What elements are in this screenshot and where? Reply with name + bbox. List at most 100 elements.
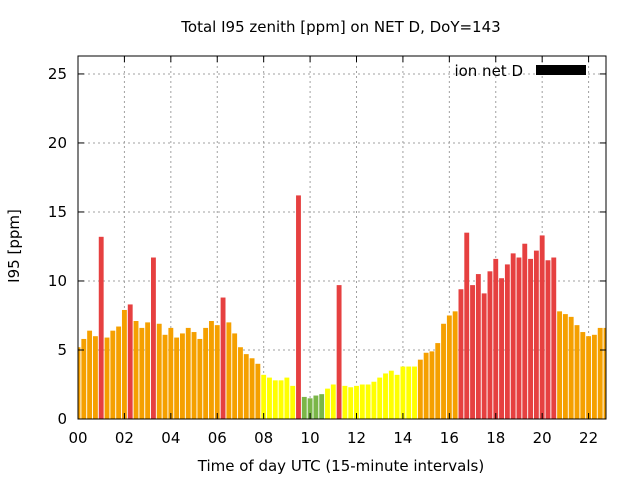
- bar: [539, 235, 545, 419]
- bar: [116, 326, 122, 419]
- bar: [267, 377, 272, 419]
- bar: [162, 334, 168, 419]
- y-tick-label: 20: [48, 134, 67, 152]
- x-tick-label: 22: [579, 429, 598, 447]
- y-axis-label: I95 [ppm]: [5, 209, 23, 283]
- bar: [423, 352, 429, 419]
- bar: [301, 396, 307, 419]
- legend: ion net D: [454, 62, 586, 80]
- bar: [504, 264, 510, 419]
- y-tick-label: 0: [57, 410, 67, 428]
- bar: [342, 385, 348, 419]
- bar: [307, 398, 313, 419]
- bar: [562, 314, 568, 419]
- bar: [330, 384, 336, 419]
- x-tick-label: 14: [393, 429, 412, 447]
- bar: [272, 380, 278, 419]
- bar: [87, 330, 93, 419]
- bar: [406, 366, 412, 419]
- bar: [359, 384, 365, 419]
- bar: [516, 257, 522, 419]
- bar: [336, 285, 342, 419]
- bar: [180, 333, 185, 419]
- chart-title: Total I95 zenith [ppm] on NET D, DoY=143: [180, 18, 500, 36]
- legend-swatch: [536, 65, 586, 75]
- bar: [446, 315, 452, 419]
- bar: [417, 359, 423, 419]
- bar: [551, 257, 557, 419]
- bar: [574, 325, 580, 419]
- bar: [603, 327, 606, 419]
- bar: [499, 278, 504, 419]
- bar: [325, 388, 330, 419]
- bar: [597, 327, 603, 419]
- bar: [481, 293, 487, 419]
- bar: [528, 258, 534, 419]
- x-axis-label: Time of day UTC (15-minute intervals): [197, 457, 484, 475]
- bar: [400, 366, 406, 419]
- bar: [510, 253, 516, 419]
- bar: [278, 380, 284, 419]
- bar: [412, 366, 417, 419]
- bar: [78, 347, 81, 419]
- bar: [243, 354, 249, 419]
- bar: [591, 334, 597, 419]
- y-tick-label: 10: [48, 272, 67, 290]
- bar: [580, 332, 586, 419]
- bar: [313, 395, 319, 419]
- bar: [475, 274, 481, 419]
- bar: [493, 258, 499, 419]
- bar: [139, 327, 145, 419]
- x-tick-label: 00: [68, 429, 87, 447]
- bar: [464, 232, 470, 419]
- bar: [255, 363, 261, 419]
- bar: [394, 374, 400, 419]
- bar: [533, 250, 539, 419]
- bar: [220, 297, 226, 419]
- bar: [435, 343, 441, 419]
- bar: [156, 323, 162, 419]
- bar: [296, 195, 301, 419]
- bar: [348, 387, 354, 419]
- x-tick-label: 02: [115, 429, 134, 447]
- bar: [185, 327, 191, 419]
- bar: [232, 333, 238, 419]
- bar: [557, 311, 563, 419]
- x-tick-label: 06: [208, 429, 227, 447]
- bar: [388, 370, 394, 419]
- bar: [150, 257, 156, 419]
- bar: [487, 271, 493, 419]
- bar: [261, 374, 267, 419]
- bar: [226, 322, 232, 419]
- y-tick-label: 5: [57, 341, 67, 359]
- plot-frame: [77, 55, 607, 420]
- bar: [371, 381, 377, 419]
- bar: [98, 236, 104, 419]
- bar: [209, 321, 214, 419]
- x-tick-label: 04: [161, 429, 180, 447]
- bar: [214, 325, 220, 419]
- bar: [110, 330, 116, 419]
- bar: [81, 338, 87, 419]
- y-tick-label: 25: [48, 65, 67, 83]
- bar: [191, 332, 197, 419]
- bar: [284, 377, 290, 419]
- bar: [383, 373, 388, 419]
- bar: [377, 377, 383, 419]
- bar: [545, 260, 551, 419]
- bar: [290, 385, 296, 419]
- legend-label: ion net D: [454, 62, 523, 80]
- bar: [354, 385, 359, 419]
- bar: [104, 337, 110, 419]
- x-tick-label: 16: [440, 429, 459, 447]
- bar: [174, 337, 180, 419]
- bar: [238, 347, 243, 419]
- bar: [133, 321, 139, 419]
- bar: [586, 336, 592, 419]
- bar: [145, 322, 151, 419]
- y-tick-label: 15: [48, 203, 67, 221]
- bar: [127, 304, 133, 419]
- bar: [92, 336, 98, 419]
- x-tick-label: 08: [254, 429, 273, 447]
- x-tick-label: 10: [301, 429, 320, 447]
